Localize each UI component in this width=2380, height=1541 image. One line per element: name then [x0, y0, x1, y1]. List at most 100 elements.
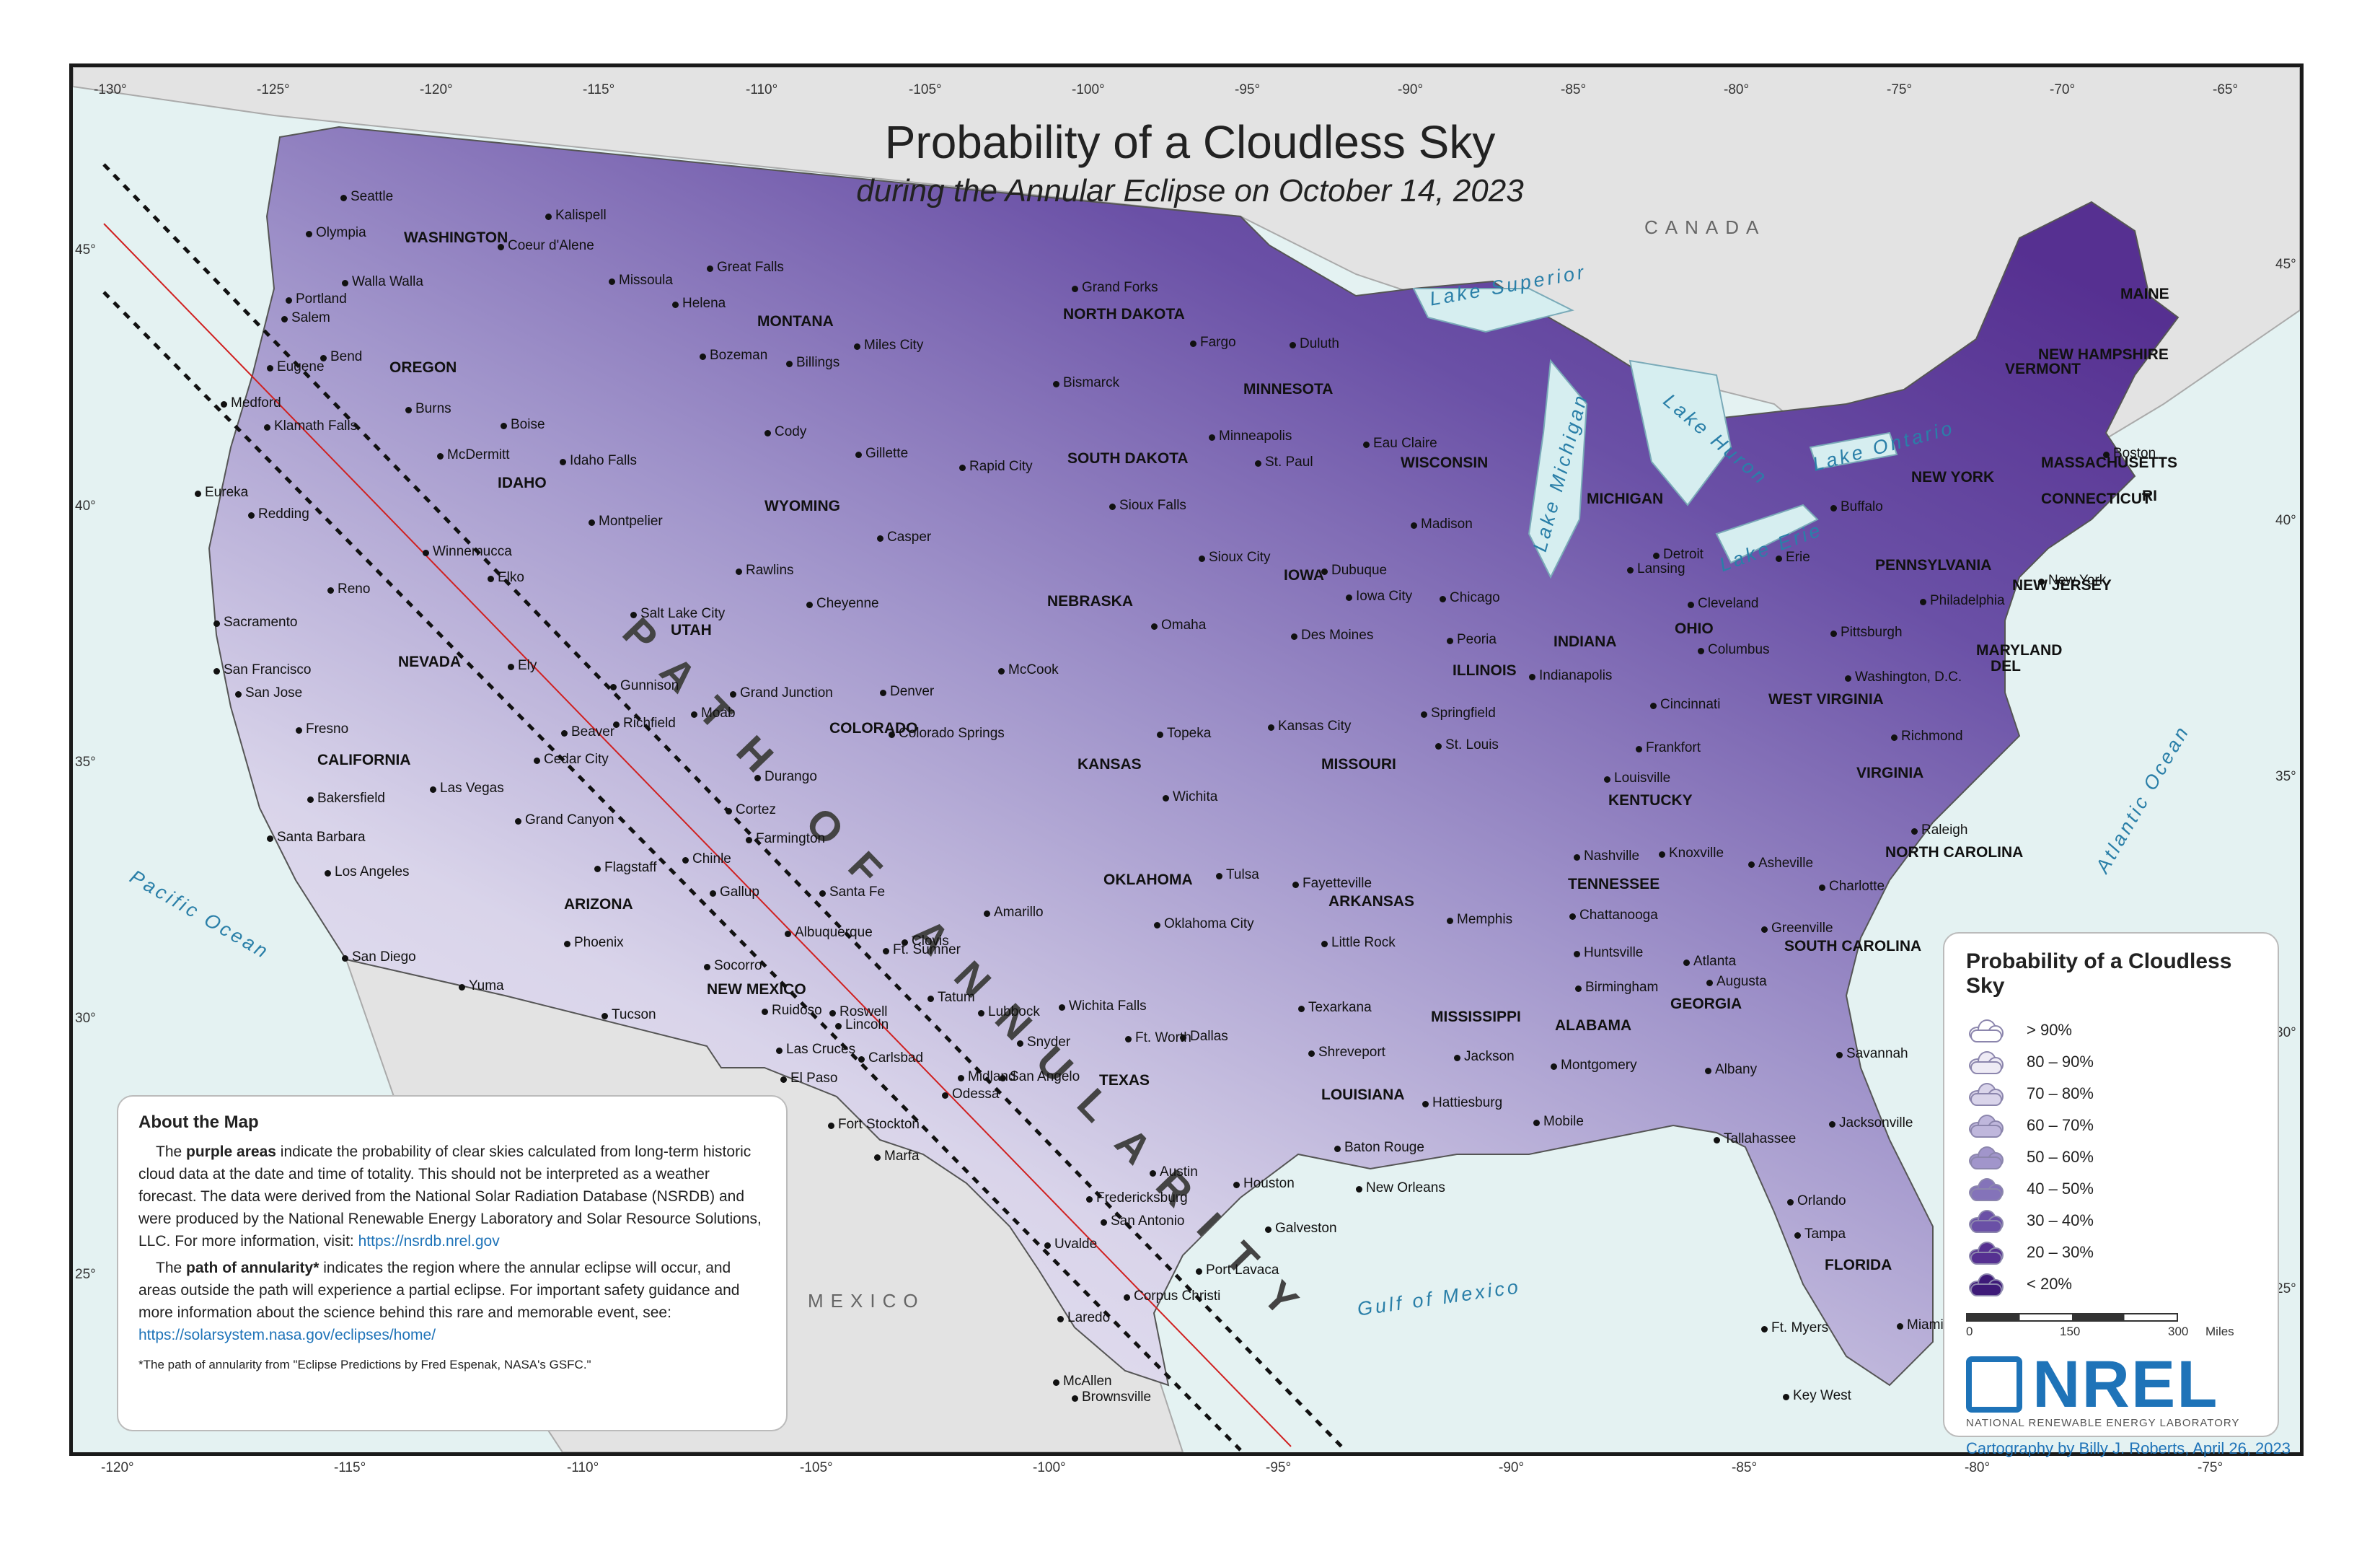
city-dot: [561, 730, 568, 737]
city-dot: [564, 941, 570, 947]
city-dot: [1233, 1182, 1240, 1188]
city-label-flagstaff: Flagstaff: [604, 860, 657, 875]
state-label-pennsylvania: PENNSYLVANIA: [1875, 557, 1992, 574]
city-label-key-west: Key West: [1793, 1388, 1851, 1403]
legend-item: 80 – 90%: [1966, 1046, 2256, 1078]
city-label-klamath-falls: Klamath Falls: [274, 418, 358, 434]
city-label-boston: Boston: [2113, 446, 2156, 461]
top-lon-tick: -70°: [2050, 82, 2076, 97]
state-label-michigan: MICHIGAN: [1587, 491, 1664, 507]
city-dot: [1688, 602, 1694, 608]
city-dot: [1574, 951, 1580, 957]
state-label-maine: MAINE: [2120, 286, 2169, 302]
city-dot: [1422, 1101, 1429, 1107]
city-dot: [1761, 926, 1768, 933]
bottom-lon-tick: -100°: [1033, 1460, 1066, 1475]
city-label-miami: Miami: [1907, 1317, 1944, 1333]
city-label-san-jose: San Jose: [245, 685, 303, 701]
city-label-rawlins: Rawlins: [746, 563, 794, 578]
bottom-lon-tick: -95°: [1266, 1460, 1292, 1475]
city-dot: [806, 602, 813, 608]
city-label-albuquerque: Albuquerque: [795, 925, 873, 940]
city-dot: [306, 231, 312, 237]
state-label-colorado: COLORADO: [829, 720, 918, 737]
legend-item: 40 – 50%: [1966, 1173, 2256, 1205]
city-label-bend: Bend: [330, 349, 363, 364]
city-label-wichita: Wichita: [1173, 789, 1218, 804]
legend-item-label: < 20%: [2027, 1275, 2072, 1293]
city-dot: [1604, 776, 1610, 783]
city-label-chicago: Chicago: [1450, 590, 1500, 605]
city-label-austin: Austin: [1160, 1164, 1198, 1180]
city-dot: [2038, 579, 2045, 585]
city-label-pittsburgh: Pittsburgh: [1841, 625, 1903, 640]
state-label-oregon: OREGON: [389, 359, 457, 376]
city-dot: [1190, 341, 1196, 347]
legend-item: 70 – 80%: [1966, 1078, 2256, 1110]
top-lon-tick: -95°: [1235, 82, 1261, 97]
city-label-gunnison: Gunnison: [620, 678, 679, 693]
legend-item-label: 70 – 80%: [2027, 1084, 2094, 1102]
city-label-cedar-city: Cedar City: [544, 752, 609, 767]
legend-item: < 20%: [1966, 1268, 2256, 1300]
state-label-kentucky: KENTUCKY: [1608, 792, 1693, 809]
city-label-roswell: Roswell: [839, 1004, 888, 1019]
state-label-missouri: MISSOURI: [1321, 756, 1396, 773]
city-dot: [746, 837, 752, 843]
state-label-south-dakota: SOUTH DAKOTA: [1067, 450, 1189, 467]
state-label-utah: UTAH: [671, 622, 712, 638]
city-dot: [1569, 913, 1576, 920]
scale-bar-graphic: [1966, 1313, 2178, 1322]
state-label-west-virginia: WEST VIRGINIA: [1768, 691, 1884, 708]
state-label-louisiana: LOUISIANA: [1321, 1086, 1405, 1103]
top-lon-tick: -85°: [1561, 82, 1587, 97]
city-label-springfield: Springfield: [1431, 706, 1496, 721]
bottom-lon-tick: -75°: [2198, 1460, 2223, 1475]
city-dot: [854, 343, 860, 350]
city-dot: [1830, 505, 1837, 512]
city-dot: [405, 407, 412, 413]
top-lon-tick: -80°: [1724, 82, 1750, 97]
city-dot: [764, 430, 771, 436]
city-dot: [2103, 452, 2110, 458]
state-label-washington: WASHINGTON: [404, 229, 508, 246]
state-label-massachusetts: MASSACHUSETTS: [2041, 455, 2178, 471]
city-dot: [1761, 1326, 1768, 1333]
nsrdb-link[interactable]: https://nsrdb.nrel.gov: [358, 1233, 500, 1250]
state-label-connecticut: CONNECTICUT: [2041, 491, 2151, 507]
state-label-indiana: INDIANA: [1553, 633, 1617, 650]
city-label-lubbock: Lubbock: [988, 1004, 1040, 1019]
city-label-billings: Billings: [796, 355, 840, 370]
city-label-buffalo: Buffalo: [1841, 499, 1883, 514]
nrel-logo: NREL: [1966, 1351, 2256, 1418]
city-dot: [780, 1076, 787, 1083]
nasa-eclipse-link[interactable]: https://solarsystem.nasa.gov/eclipses/ho…: [138, 1327, 436, 1343]
city-dot: [515, 818, 521, 825]
city-dot: [430, 786, 436, 793]
city-label-galveston: Galveston: [1275, 1221, 1337, 1236]
city-label-sioux-city: Sioux City: [1209, 550, 1271, 565]
legend-item: 30 – 40%: [1966, 1205, 2256, 1237]
right-lat-tick: 35°: [2275, 769, 2296, 784]
city-label-amarillo: Amarillo: [994, 905, 1044, 920]
city-label-bismarck: Bismarck: [1063, 375, 1120, 390]
city-dot: [700, 354, 706, 360]
city-label-richmond: Richmond: [1901, 729, 1963, 744]
city-dot: [1053, 1379, 1059, 1386]
city-dot: [1574, 854, 1580, 861]
city-dot: [1748, 861, 1755, 868]
city-dot: [877, 535, 883, 542]
city-label-charlotte: Charlotte: [1829, 879, 1885, 894]
city-dot: [1836, 1052, 1843, 1058]
city-dot: [1683, 960, 1690, 966]
city-label-mcallen: McAllen: [1063, 1374, 1112, 1389]
city-label-redding: Redding: [258, 506, 309, 522]
scale-unit: Miles: [2205, 1325, 2234, 1338]
city-dot: [267, 365, 273, 372]
city-label-seattle: Seattle: [351, 189, 394, 204]
city-label-el-paso: El Paso: [790, 1071, 838, 1086]
city-label-midland: Midland: [968, 1069, 1016, 1084]
city-dot: [1706, 980, 1713, 986]
city-label-salem: Salem: [291, 310, 330, 325]
city-dot: [1575, 985, 1582, 992]
